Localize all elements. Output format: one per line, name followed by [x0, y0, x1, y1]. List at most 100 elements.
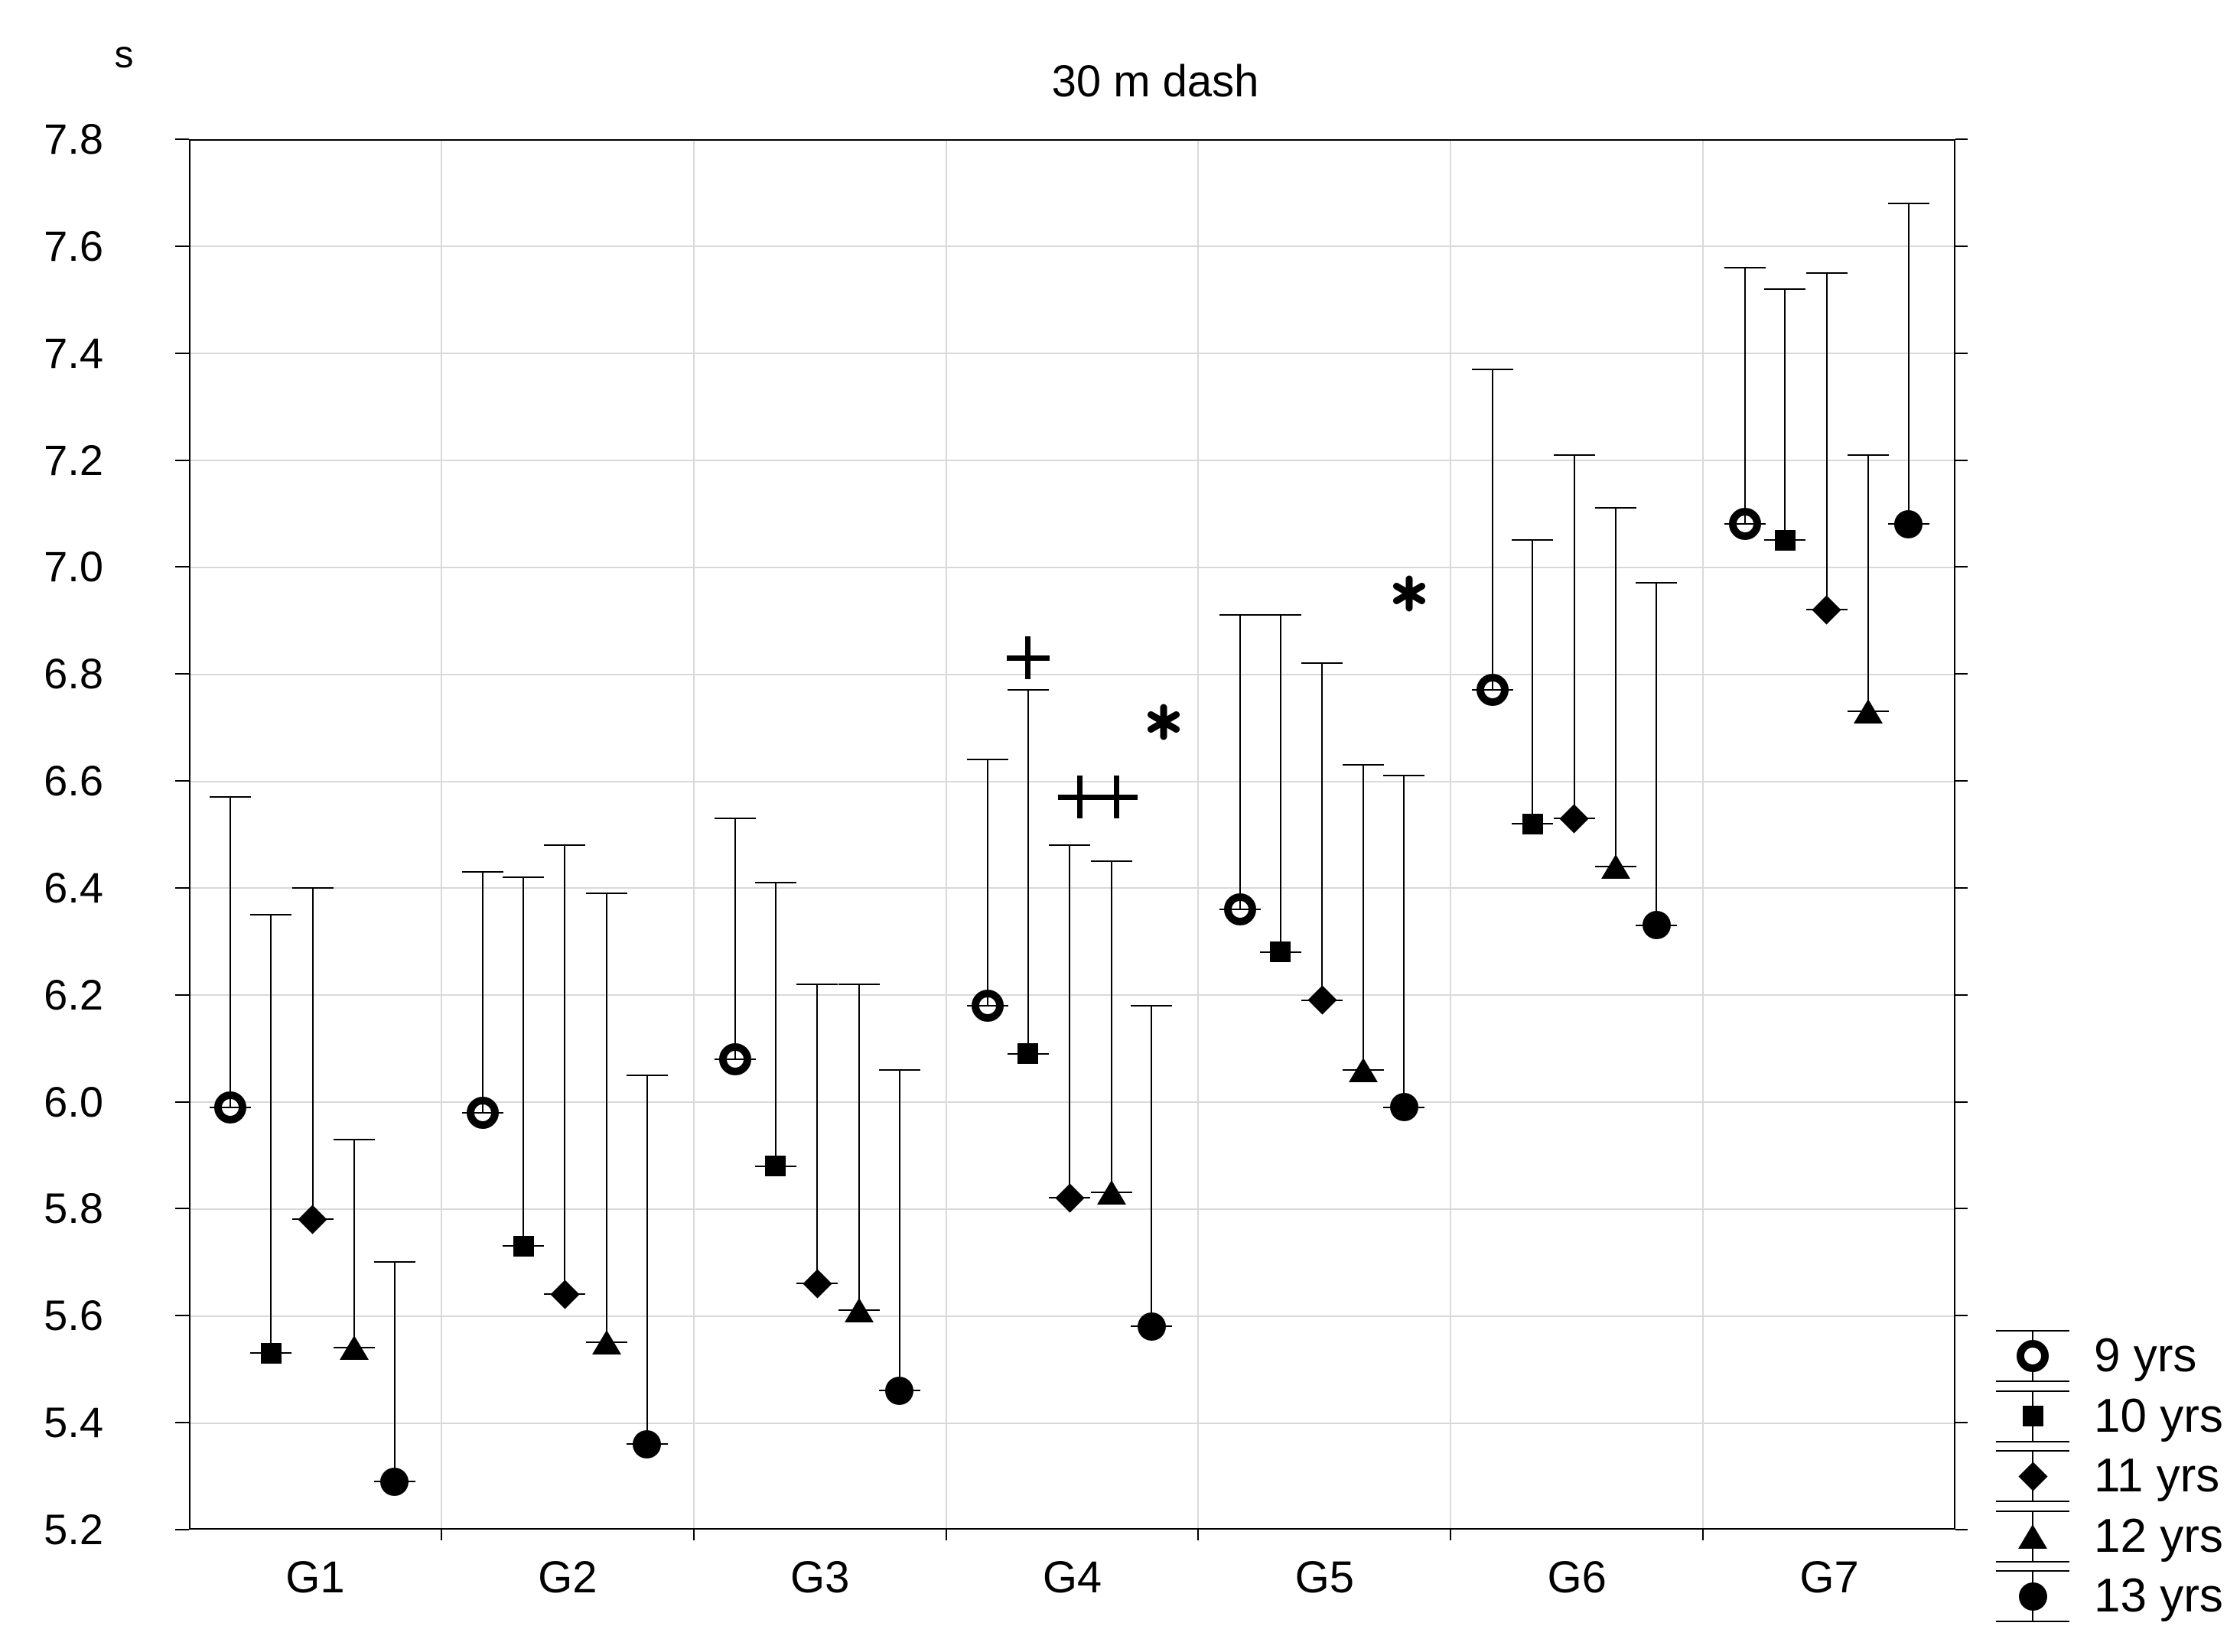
- x-group-label: G3: [790, 1553, 850, 1602]
- error-bar-top-cap: [878, 1068, 920, 1071]
- error-bar-bottom-cap: [1219, 908, 1261, 910]
- error-bar-whisker: [1239, 615, 1241, 909]
- x-group-label: G2: [538, 1553, 597, 1602]
- error-bar-whisker: [1532, 540, 1534, 824]
- x-group-label: G1: [285, 1553, 345, 1602]
- y-axis-tick: [175, 673, 189, 675]
- error-bar-top-cap: [210, 796, 252, 798]
- h-gridline: [189, 780, 1955, 782]
- annotation-asterisk-icon: [1144, 702, 1184, 742]
- legend-top-cap: [1996, 1570, 2069, 1572]
- error-bar-top-cap: [1007, 689, 1049, 691]
- y-axis-tick-right: [1955, 1529, 1968, 1530]
- x-group-label: G6: [1547, 1553, 1607, 1602]
- error-bar-whisker: [1027, 690, 1029, 1054]
- y-axis-tick: [175, 138, 189, 140]
- error-bar-bottom-cap: [1049, 1197, 1091, 1199]
- y-tick-label: 6.6: [44, 756, 103, 805]
- error-bar-top-cap: [291, 886, 334, 889]
- error-bar-whisker: [1491, 369, 1493, 691]
- legend-top-cap: [1996, 1510, 2069, 1512]
- h-gridline: [189, 1422, 1955, 1424]
- v-gridline: [945, 139, 947, 1530]
- h-gridline: [189, 460, 1955, 462]
- plus-v: [1113, 776, 1119, 819]
- error-bar-bottom-cap: [1764, 539, 1806, 541]
- error-bar-whisker: [311, 887, 314, 1220]
- error-bar-top-cap: [1131, 1004, 1173, 1006]
- error-bar-whisker: [734, 818, 737, 1059]
- error-bar-bottom-cap: [334, 1347, 376, 1349]
- marker-square: [2022, 1406, 2043, 1426]
- error-bar-bottom-cap: [966, 1004, 1008, 1006]
- error-bar-bottom-cap: [373, 1481, 415, 1483]
- y-axis-tick-right: [1955, 673, 1968, 675]
- error-bar-whisker: [353, 1139, 356, 1348]
- error-bar-whisker: [986, 759, 988, 1006]
- v-gridline: [692, 139, 695, 1530]
- error-bar-bottom-cap: [210, 1106, 252, 1108]
- y-axis-tick-right: [1955, 138, 1968, 140]
- error-bar-bottom-cap: [1090, 1192, 1132, 1194]
- y-axis-tick-right: [1955, 1208, 1968, 1210]
- error-bar-top-cap: [585, 892, 627, 894]
- y-tick-label: 6.0: [44, 1077, 103, 1126]
- error-bar-top-cap: [966, 759, 1008, 761]
- plus-v: [1025, 636, 1031, 680]
- y-tick-label: 7.8: [44, 115, 103, 163]
- x-axis-tick: [945, 1530, 947, 1540]
- h-gridline: [189, 887, 1955, 889]
- y-axis-tick-right: [1955, 352, 1968, 354]
- error-bar-whisker: [1110, 860, 1112, 1193]
- error-bar-whisker: [1907, 203, 1910, 525]
- legend-top-cap: [1996, 1450, 2069, 1452]
- y-axis-tick-right: [1955, 886, 1968, 889]
- legend-bottom-cap: [1996, 1440, 2069, 1442]
- error-bar-whisker: [1656, 583, 1658, 925]
- error-bar-top-cap: [1805, 272, 1848, 274]
- error-bar-whisker: [1615, 508, 1617, 867]
- error-bar-bottom-cap: [1848, 711, 1890, 713]
- y-axis-tick: [175, 1101, 189, 1103]
- y-tick-label: 7.0: [44, 542, 103, 591]
- y-axis-tick-right: [1955, 566, 1968, 568]
- y-tick-label: 5.6: [44, 1291, 103, 1340]
- v-gridline: [440, 139, 442, 1530]
- error-bar-top-cap: [1512, 539, 1554, 541]
- error-bar-bottom-cap: [1553, 818, 1595, 820]
- error-bar-bottom-cap: [1805, 609, 1848, 611]
- v-gridline: [1702, 139, 1704, 1530]
- error-bar-whisker: [1151, 1005, 1153, 1327]
- y-tick-label: 7.6: [44, 221, 103, 270]
- error-bar-bottom-cap: [1636, 924, 1678, 926]
- y-axis-tick: [175, 886, 189, 889]
- y-tick-label: 5.4: [44, 1398, 103, 1447]
- error-bar-bottom-cap: [250, 1352, 292, 1354]
- annotation-asterisk-icon: [1389, 574, 1429, 613]
- error-bar-top-cap: [626, 1074, 668, 1076]
- error-bar-whisker: [1867, 454, 1870, 712]
- error-bar-top-cap: [373, 1261, 415, 1263]
- v-gridline: [1197, 139, 1200, 1530]
- error-bar-top-cap: [1636, 582, 1678, 584]
- error-bar-top-cap: [250, 913, 292, 915]
- y-axis-tick-right: [1955, 459, 1968, 461]
- error-bar-whisker: [1573, 454, 1575, 818]
- error-bar-bottom-cap: [715, 1058, 757, 1060]
- error-bar-bottom-cap: [1383, 1106, 1425, 1108]
- error-bar-top-cap: [544, 844, 586, 846]
- h-gridline: [189, 1315, 1955, 1317]
- error-bar-whisker: [482, 871, 484, 1113]
- error-bar-bottom-cap: [544, 1293, 586, 1296]
- legend-bottom-cap: [1996, 1501, 2069, 1502]
- marker-diamond: [2017, 1461, 2048, 1491]
- legend-label: 10 yrs: [2094, 1389, 2223, 1442]
- error-bar-top-cap: [1301, 662, 1343, 665]
- error-bar-top-cap: [1383, 775, 1425, 777]
- x-axis-tick: [440, 1530, 442, 1540]
- error-bar-bottom-cap: [503, 1245, 545, 1247]
- y-axis-tick: [175, 1208, 189, 1210]
- error-bar-top-cap: [1049, 844, 1091, 846]
- legend-bottom-cap: [1996, 1380, 2069, 1382]
- x-group-label: G5: [1294, 1553, 1355, 1602]
